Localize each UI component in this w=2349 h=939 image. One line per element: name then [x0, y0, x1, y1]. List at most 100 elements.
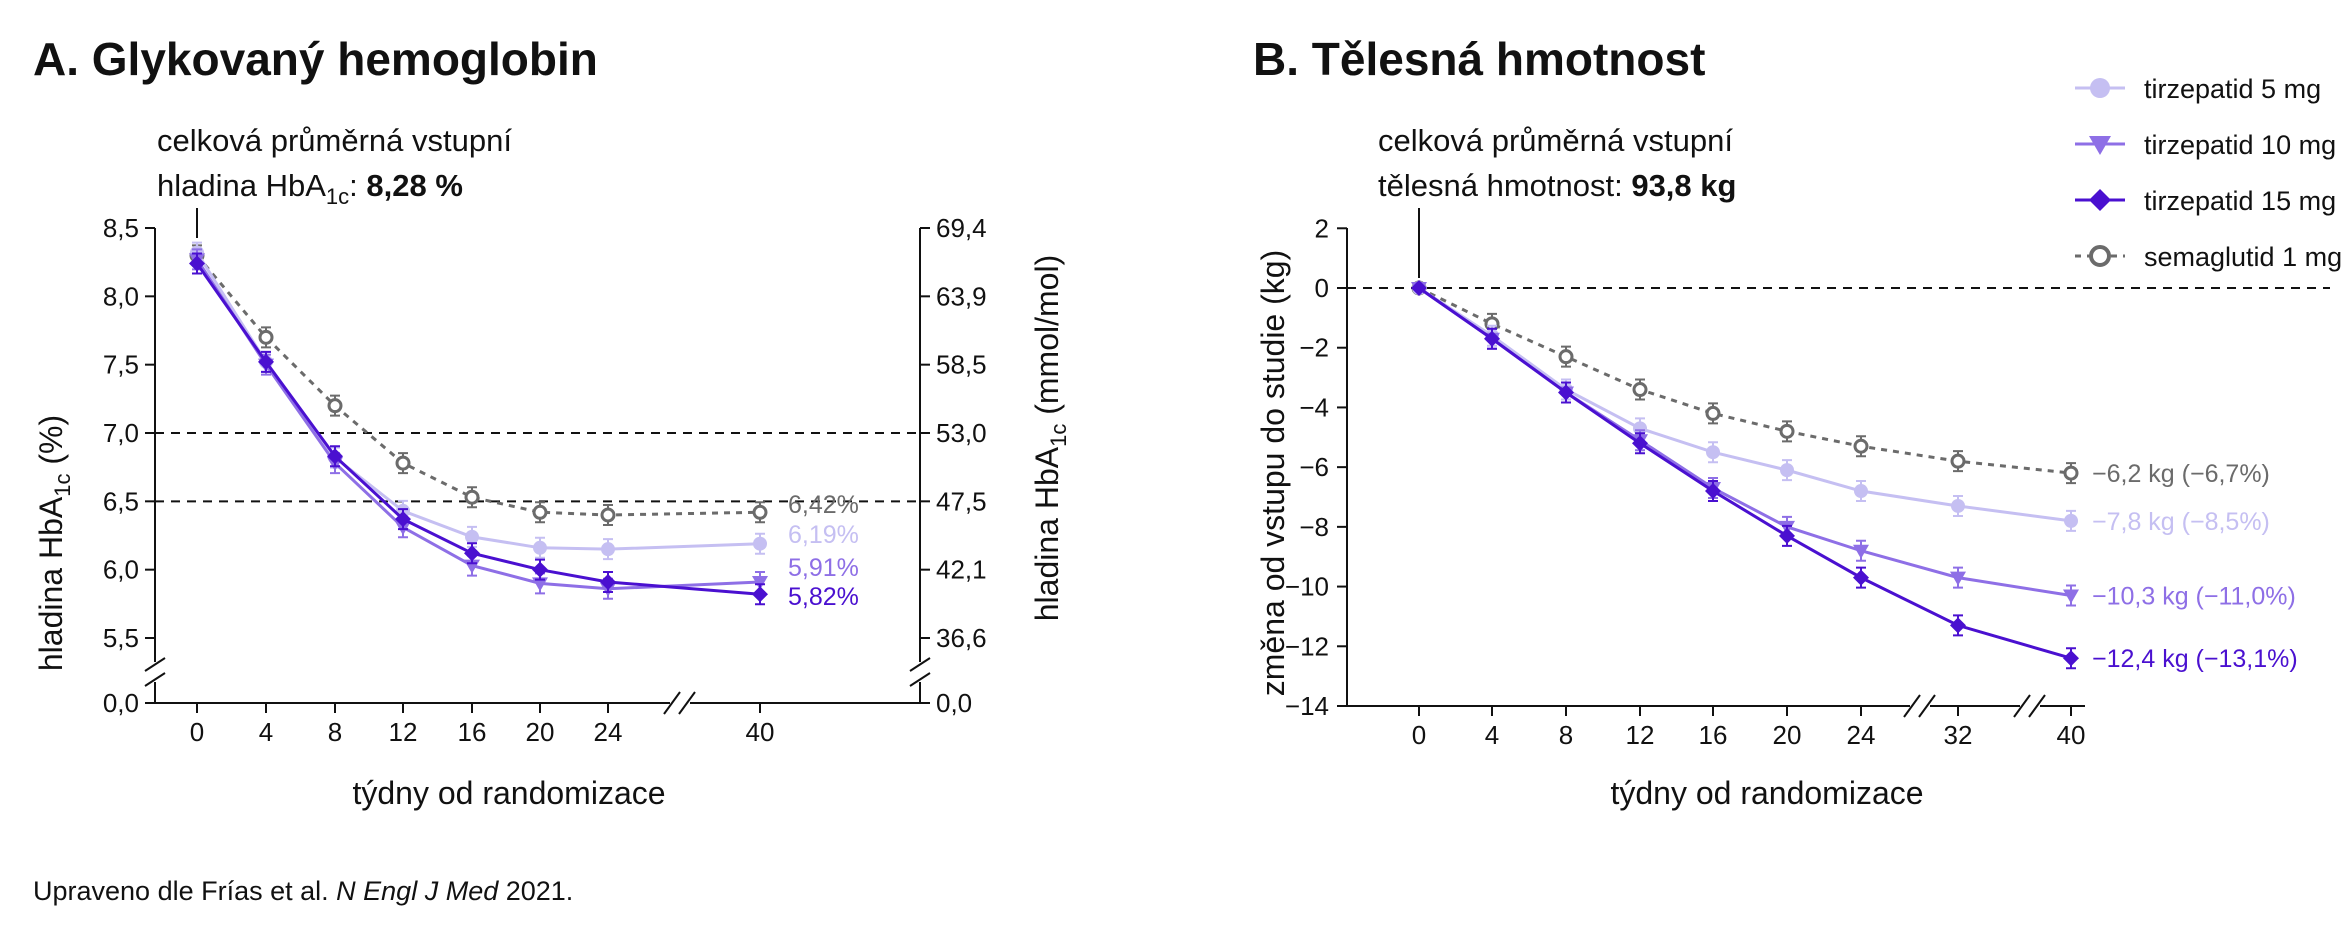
data-point	[1558, 349, 1574, 365]
x-tick-label: 12	[1626, 720, 1655, 750]
panel-b-ylabel: změna od vstupu do studie (kg)	[1255, 250, 1291, 696]
panel-a-chart: 0,0 0,0 5,5 36,6 6,0 42,1 6,5 47,5 7,0 53,0 7,5 58,…	[103, 208, 987, 747]
legend-item: semaglutid 1 mg	[2075, 242, 2342, 272]
y-tick-label: −12	[1285, 631, 1329, 661]
x-tick-label: 0	[190, 717, 204, 747]
panel-a-xlabel: týdny od randomizace	[352, 775, 665, 811]
series-sema: 6,42%	[189, 244, 859, 526]
y2-tick-label: 36,6	[936, 623, 987, 653]
data-point	[1950, 453, 1966, 469]
end-label: 6,42%	[788, 491, 859, 519]
series-line	[195, 262, 761, 596]
y-tick-label: −8	[1299, 512, 1329, 542]
x-tick-label: 24	[1847, 720, 1876, 750]
end-label: −12,4 kg (−13,1%)	[2092, 645, 2298, 673]
y-tick-label: −4	[1299, 392, 1329, 422]
data-point	[258, 329, 274, 345]
data-point	[753, 536, 767, 551]
data-point	[1633, 421, 1647, 436]
series-line	[1418, 286, 2072, 475]
x-tick-label: 32	[1944, 720, 1973, 750]
x-tick-label: 16	[1699, 720, 1728, 750]
footnote-journal: N Engl J Med	[336, 876, 499, 906]
end-label: −6,2 kg (−6,7%)	[2092, 460, 2270, 488]
data-point	[2064, 513, 2078, 528]
x-tick-label: 12	[389, 717, 418, 747]
panel-a-ylabel: hladina HbA1c (%)	[33, 415, 75, 671]
legend-label: tirzepatid 10 mg	[2144, 130, 2336, 160]
panel-a-annotation-line1: celková průměrná vstupní	[157, 123, 512, 158]
end-label: 6,19%	[788, 521, 859, 549]
data-point	[1779, 423, 1795, 439]
panel-b-annotation-line2: tělesná hmotnost: 93,8 kg	[1378, 168, 1736, 203]
y-tick-label: 8,5	[103, 213, 139, 243]
data-point	[258, 353, 274, 370]
annot-a-sub: 1c	[326, 184, 349, 209]
y-tick-label: 7,0	[103, 418, 139, 448]
annot-b-value: 93,8 kg	[1631, 168, 1736, 203]
series-tirz15: −12,4 kg (−13,1%)	[1411, 280, 2298, 673]
data-point	[1484, 330, 1500, 347]
y-tick-label: 6,0	[103, 555, 139, 585]
panel-b-chart: 20−2−4−6−8−10−12−140 4 8 12 16 20 24 32 40−6,2 k…	[1285, 208, 2330, 750]
legend-marker	[2090, 78, 2110, 98]
data-point	[464, 489, 480, 505]
legend-item: tirzepatid 5 mg	[2075, 74, 2321, 104]
data-point	[327, 398, 343, 414]
x-tick-label: 8	[1559, 720, 1573, 750]
x-axis-break	[1903, 694, 1936, 718]
x-axis-break	[2013, 694, 2046, 718]
data-point	[2063, 465, 2079, 481]
y2label-a-sub: 1c	[1046, 424, 1071, 447]
x-tick-label: 20	[526, 717, 555, 747]
data-point	[600, 573, 616, 590]
legend-label: tirzepatid 15 mg	[2144, 186, 2336, 216]
series-tirz10: 5,91%	[189, 248, 859, 600]
series-tirz15: 5,82%	[189, 252, 859, 611]
legend: tirzepatid 5 mg tirzepatid 10 mg tirzepati…	[2075, 74, 2342, 272]
y-tick-label: 6,5	[103, 486, 139, 516]
data-point	[532, 504, 548, 520]
y2-tick-label: 42,1	[936, 555, 987, 585]
series-line	[195, 251, 761, 551]
data-point	[1950, 571, 1966, 586]
panel-b-xlabel: týdny od randomizace	[1610, 775, 1923, 811]
series-tirz10: −10,3 kg (−11,0%)	[1411, 282, 2296, 611]
series-line	[195, 254, 761, 517]
footnote: Upraveno dle Frías et al. N Engl J Med 2…	[33, 876, 573, 906]
data-point	[1853, 438, 1869, 454]
data-point	[1705, 405, 1721, 421]
ylabel-a-suffix: (%)	[33, 415, 69, 474]
y-tick-label: −14	[1285, 691, 1329, 721]
footnote-suffix: 2021.	[498, 876, 573, 906]
panel-a-y2label: hladina HbA1c (mmol/mol)	[1029, 255, 1071, 621]
y-tick-label: 7,5	[103, 350, 139, 380]
series-line	[195, 258, 761, 591]
x-tick-label: 4	[1485, 720, 1499, 750]
y2label-a-prefix: hladina HbA	[1029, 446, 1065, 621]
y-tick-label: 8,0	[103, 281, 139, 311]
data-point	[600, 507, 616, 523]
data-point	[1853, 544, 1869, 559]
ylabel-a-sub: 1c	[50, 474, 75, 497]
data-point	[752, 575, 768, 590]
series-tirz5: −7,8 kg (−8,5%)	[1412, 281, 2270, 536]
data-point	[1705, 483, 1721, 500]
annot-a-mid: :	[349, 168, 366, 203]
y2-tick-label: 0,0	[936, 688, 972, 718]
panel-b-title: B. Tělesná hmotnost	[1253, 33, 1705, 85]
data-point	[752, 586, 768, 603]
y-axis-break-right	[909, 657, 931, 687]
footnote-prefix: Upraveno dle Frías et al.	[33, 876, 336, 906]
y-axis-break-left	[144, 657, 166, 687]
x-tick-label: 20	[1773, 720, 1802, 750]
data-point	[532, 577, 548, 592]
data-point	[1854, 484, 1868, 499]
data-point	[533, 540, 547, 555]
series-line	[1418, 286, 2072, 660]
data-point	[1779, 527, 1795, 544]
data-point	[601, 542, 615, 557]
y2-tick-label: 63,9	[936, 281, 987, 311]
x-tick-label: 40	[2057, 720, 2086, 750]
